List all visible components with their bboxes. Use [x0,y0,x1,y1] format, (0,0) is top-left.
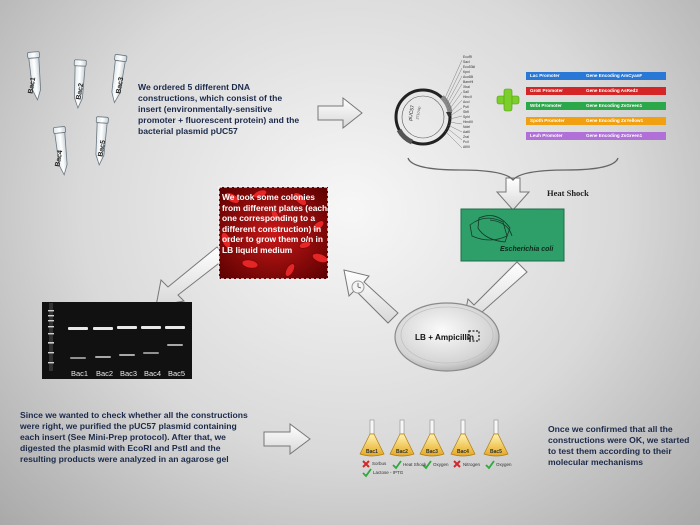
svg-text:SacI: SacI [463,60,470,64]
gel-lane-label: Bac3 [120,369,138,378]
svg-text:SbfI: SbfI [463,110,469,114]
svg-text:NdeI: NdeI [463,125,470,129]
flask-note: Nitrogen [463,462,481,467]
order-text: We ordered 5 different DNA constructions… [138,82,300,136]
confirmed-text: Once we confirmed that all the construct… [548,424,690,467]
svg-text:Acc65I: Acc65I [463,75,473,79]
promoter-row: GroE Promoter Gene Encoding AsRed2 [526,87,666,95]
brace [407,157,619,182]
promoter-row: Lac Promoter Gene Encoding AmCyanF [526,72,666,80]
promoter-row: Leuh Promoter Gene Encoding ZsGreen1 [526,132,666,140]
flask-name: Bac5 [490,449,502,455]
arrow-right-top [317,96,363,130]
arrow-right-bottom [263,423,311,455]
svg-text:ZraI: ZraI [463,135,469,139]
flask-note: Lactose - IPTG [373,470,404,475]
promoter-row: WrbI Promoter Gene Encoding ZsGreen1 [526,102,666,110]
agarose-gel [42,302,192,379]
gel-lane-label: Bac4 [144,369,162,378]
gene-name: Gene Encoding ZsGreen1 [586,103,643,108]
tubes [27,51,128,176]
gene-name: Gene Encoding ZsYellow1 [586,118,644,123]
svg-text:HindIII: HindIII [463,120,473,124]
promoter-name: WrbI Promoter [530,103,562,108]
flask-name: Bac2 [396,449,408,455]
flask-name: Bac3 [426,449,438,455]
heat-shock-label: Heat Shock [547,188,589,198]
svg-text:AatII: AatII [463,130,470,134]
petri-dish [394,302,500,372]
clock-icon [351,280,365,294]
svg-text:BamHI: BamHI [463,80,473,84]
check-icon [485,460,495,470]
promoter-name: GroE Promoter [530,88,563,93]
arrow-down-left-gel [155,246,228,307]
gel-lane-label: Bac2 [96,369,114,378]
arrow-down-heatshock [495,177,531,211]
gene-name: Gene Encoding AsRed2 [586,88,638,93]
flask-note: Sorbus [372,461,387,466]
check-icon [392,460,402,470]
plus-icon [496,88,520,112]
gene-name: Gene Encoding ZsGreen1 [586,133,643,138]
plate-label: LB + Ampicillin [415,333,475,342]
gel-lane-label: Bac1 [71,369,89,378]
colonies-image [218,186,329,280]
promoter-name: Spoth Promoter [530,118,565,123]
svg-text:AflIII: AflIII [463,145,470,149]
check-icon [362,468,372,478]
svg-text:SalI: SalI [463,90,469,94]
colonies-text: We took some colonies from different pla… [222,192,328,255]
promoter-row: Spoth Promoter Gene Encoding ZsYellow1 [526,117,666,125]
arrow-up-left-colonies [343,269,399,324]
svg-text:HincII: HincII [463,95,472,99]
promoter-name: Leuh Promoter [530,133,563,138]
ecoli-label: Escherichia coli [500,246,554,253]
svg-text:SphI: SphI [463,115,470,119]
check-icon [422,460,432,470]
svg-text:KpnI: KpnI [463,70,470,74]
cross-icon [362,460,370,468]
svg-text:EcoRI: EcoRI [463,55,472,59]
ecoli-box [460,208,565,262]
svg-text:AccI: AccI [463,100,470,104]
svg-text:Eco53kI: Eco53kI [463,65,475,69]
cross-icon [453,460,461,468]
flasks [359,419,509,457]
flask-note: Oxygen [496,462,512,467]
svg-text:PstI: PstI [463,105,469,109]
svg-text:XbaI: XbaI [463,85,470,89]
gene-name: Gene Encoding AmCyanF [586,73,643,78]
check-text: Since we wanted to check whether all the… [20,410,248,464]
flask-note: Oxygen [433,462,449,467]
flask-name: Bac1 [366,449,378,455]
flask-marks [362,460,495,478]
gel-lane-label: Bac5 [168,369,186,378]
flask-note: Heat Shock [403,462,427,467]
svg-text:PciI: PciI [463,140,469,144]
promoter-name: Lac Promoter [530,73,560,78]
flask-name: Bac4 [457,449,469,455]
